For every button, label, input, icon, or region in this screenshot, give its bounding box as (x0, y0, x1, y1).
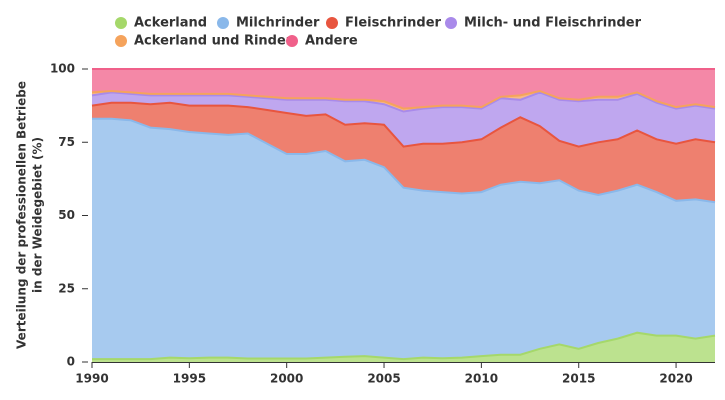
x-tick-label: 2010 (465, 372, 498, 386)
area (92, 102, 715, 203)
area-line (92, 117, 716, 204)
legend-label: Ackerland und Rinder (134, 34, 293, 49)
plot-area (91, 68, 716, 362)
legend: Ackerland Milchrinder Fleischrinder Milch- … (115, 16, 642, 49)
area-line (91, 89, 716, 110)
legend-marker (445, 17, 457, 29)
area-line (92, 331, 716, 361)
y-tick-label: 25 (58, 281, 75, 295)
area (92, 332, 715, 362)
x-tick-label: 2005 (367, 372, 400, 386)
x-tick-label: 2015 (562, 372, 595, 386)
x-tick-label: 1995 (173, 372, 206, 386)
area (92, 69, 715, 109)
y-axis-label: Verteilung der professionellen Betriebe (15, 81, 29, 349)
x-tick-label: 2020 (659, 372, 692, 386)
x-tick-label: 2000 (270, 372, 303, 386)
legend-marker (286, 35, 298, 47)
legend-marker (115, 17, 127, 29)
y-tick-label: 50 (58, 208, 75, 222)
area-line (91, 91, 716, 113)
legend-marker (326, 17, 338, 29)
y-axis-label: in der Weidegebiet (%) (31, 137, 45, 293)
area-line (91, 101, 716, 148)
y-tick-label: 100 (50, 62, 75, 76)
y-tick-label: 0 (67, 355, 75, 369)
legend-marker (217, 17, 229, 29)
legend-label: Milchrinder (236, 16, 320, 31)
y-tick-label: 75 (58, 135, 75, 149)
area (92, 118, 715, 360)
legend-marker (115, 35, 127, 47)
legend-label: Ackerland (134, 16, 207, 31)
legend-label: Andere (305, 34, 358, 49)
legend-label: Milch- und Fleischrinder (464, 16, 642, 31)
x-tick-label: 1990 (75, 372, 108, 386)
area (92, 92, 715, 147)
legend-label: Fleischrinder (345, 16, 442, 31)
